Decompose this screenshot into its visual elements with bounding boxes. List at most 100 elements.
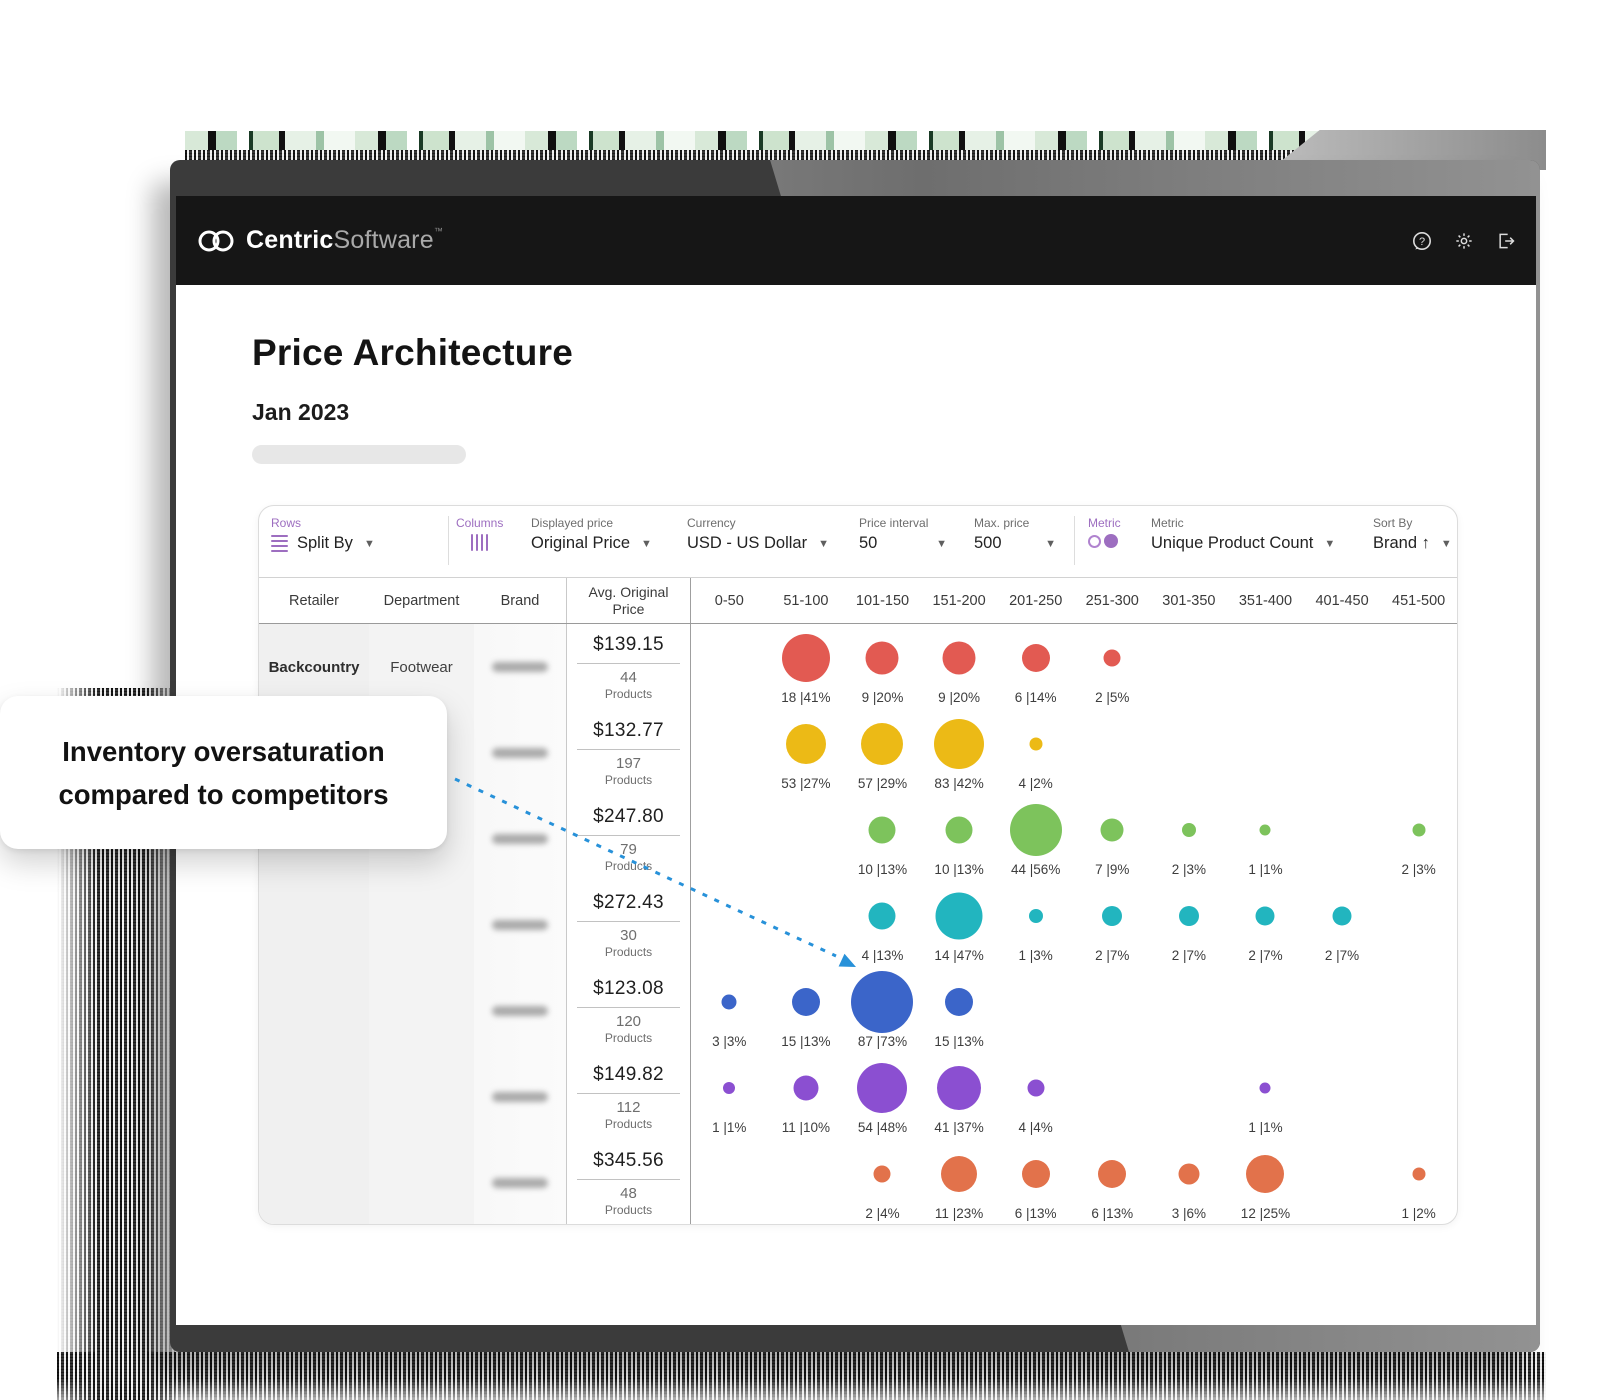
brand-cell-redacted (492, 1092, 548, 1102)
settings-gear-icon[interactable] (1454, 231, 1474, 251)
avg-price-value: $272.43 (593, 892, 664, 913)
bubble[interactable] (1246, 1155, 1285, 1193)
bubble[interactable] (1332, 906, 1352, 926)
metric-badge-control: Metric (1088, 516, 1121, 548)
bubble[interactable] (857, 1063, 908, 1113)
bubble[interactable] (1102, 906, 1123, 926)
bubble[interactable] (945, 988, 974, 1016)
bubble-label: 1 |2% (1401, 1206, 1436, 1221)
bubble[interactable] (785, 724, 826, 764)
sort-by-value: Brand ↑ (1373, 534, 1430, 552)
table-row: $345.56 48 Products 2 |4% 11 |23% 6 |13% 6 |13… (259, 1140, 1457, 1224)
metric-label: Metric (1151, 516, 1184, 530)
bubble[interactable] (865, 641, 899, 675)
bubble-label: 53 |27% (781, 776, 831, 791)
bubble[interactable] (1098, 1160, 1127, 1188)
bubble-label: 10 |13% (857, 862, 908, 877)
toolbar-divider (448, 516, 449, 565)
bubble[interactable] (945, 816, 973, 844)
bubble[interactable] (1103, 649, 1121, 667)
bubble-slot (1380, 1054, 1457, 1140)
bubble[interactable] (1178, 906, 1199, 926)
max-price-dropdown[interactable]: 500 ▼ (974, 534, 1056, 553)
brand-cell-redacted (492, 1178, 548, 1188)
toolbar: Rows Split By ▼ Columns (259, 506, 1457, 577)
bubble[interactable] (873, 1165, 891, 1183)
bubble[interactable] (1412, 823, 1426, 837)
columns-icon-wrap[interactable] (456, 534, 503, 551)
bubble[interactable] (935, 892, 983, 940)
max-price-label: Max. price (974, 516, 1030, 530)
split-by-dropdown[interactable]: Split By ▼ (271, 534, 375, 553)
bubble[interactable] (868, 902, 896, 930)
bubble[interactable] (791, 988, 820, 1016)
bubble[interactable] (1255, 906, 1275, 926)
bubble[interactable] (1009, 804, 1062, 856)
brand-logo: CentricSoftware™ (196, 226, 443, 255)
currency-dropdown[interactable]: USD - US Dollar ▼ (687, 534, 829, 553)
metric-dropdown[interactable]: Unique Product Count ▼ (1151, 534, 1335, 553)
bubble-slot (691, 710, 768, 796)
bubble[interactable] (793, 1075, 819, 1101)
bubble[interactable] (1412, 1167, 1426, 1181)
avg-price-value: $123.08 (593, 978, 664, 999)
bubble[interactable] (723, 1082, 736, 1094)
bubble[interactable] (1027, 1079, 1045, 1097)
bubble-label: 7 |9% (1095, 862, 1130, 877)
bubble-slot: 54 |48% (844, 1054, 921, 1140)
bubble-slot: 6 |14% (997, 624, 1074, 710)
metric-bubbles-icon (1088, 534, 1118, 548)
bubble[interactable] (1100, 818, 1124, 842)
bubble-slot: 2 |5% (1074, 624, 1151, 710)
bubble[interactable] (942, 641, 976, 675)
bubble-label: 18 |41% (781, 690, 831, 705)
bubble-label: 83 |42% (934, 776, 984, 791)
bubble[interactable] (861, 723, 904, 765)
bubble-label: 44 |56% (1011, 862, 1061, 877)
bubble-slot (1151, 968, 1228, 1054)
bubble[interactable] (937, 1066, 982, 1110)
metric-value: Unique Product Count (1151, 534, 1314, 552)
bubble[interactable] (781, 634, 830, 682)
bubble-strip: 18 |41% 9 |20% 9 |20% 6 |14% 2 |5% (691, 624, 1457, 710)
bubble-slot: 44 |56% (997, 796, 1074, 882)
bubble[interactable] (721, 994, 737, 1010)
sort-by-dropdown[interactable]: Brand ↑ ▼ (1373, 534, 1452, 553)
bubble-slot (691, 796, 768, 882)
bubble[interactable] (941, 1156, 978, 1192)
avg-price-cell: $345.56 48 Products (566, 1140, 691, 1224)
product-count: 120 (615, 1013, 642, 1030)
price-interval-dropdown[interactable]: 50 ▼ (859, 534, 947, 553)
bubble-slot: 18 |41% (768, 624, 845, 710)
logout-icon[interactable] (1496, 231, 1516, 251)
bubble[interactable] (851, 971, 914, 1033)
bubble[interactable] (868, 816, 896, 844)
displayed-price-dropdown[interactable]: Original Price ▼ (531, 534, 652, 553)
bubble[interactable] (1021, 644, 1050, 672)
metric-icon-wrap[interactable] (1088, 534, 1121, 548)
bubble-slot: 15 |13% (921, 968, 998, 1054)
bubble[interactable] (1178, 1163, 1200, 1185)
bubble-slot: 1 |1% (691, 1054, 768, 1140)
bubble[interactable] (1181, 823, 1196, 837)
bubble[interactable] (1021, 1160, 1050, 1188)
chevron-down-icon: ▼ (641, 537, 652, 550)
bubble-slot (1380, 710, 1457, 796)
bubble[interactable] (1029, 737, 1043, 751)
split-by-value: Split By (297, 534, 353, 552)
displayed-price-label: Displayed price (531, 516, 614, 530)
avg-price-cell: $272.43 30 Products (566, 882, 691, 968)
bubble-label: 11 |10% (781, 1120, 831, 1135)
column-header-bin: 0-50 (714, 592, 744, 609)
bubble-label: 3 |3% (712, 1034, 747, 1049)
bubble-slot: 6 |13% (1074, 1140, 1151, 1224)
bubble[interactable] (1259, 1082, 1271, 1094)
bubble-slot (1304, 1140, 1381, 1224)
brand-cell-redacted (492, 748, 548, 758)
annotation-callout: Inventory oversaturation compared to com… (0, 696, 447, 849)
bubble-slot: 15 |13% (768, 968, 845, 1054)
bubble[interactable] (1259, 824, 1271, 836)
bubble[interactable] (1028, 909, 1043, 923)
help-icon[interactable]: ? (1412, 231, 1432, 251)
bubble[interactable] (934, 719, 985, 769)
